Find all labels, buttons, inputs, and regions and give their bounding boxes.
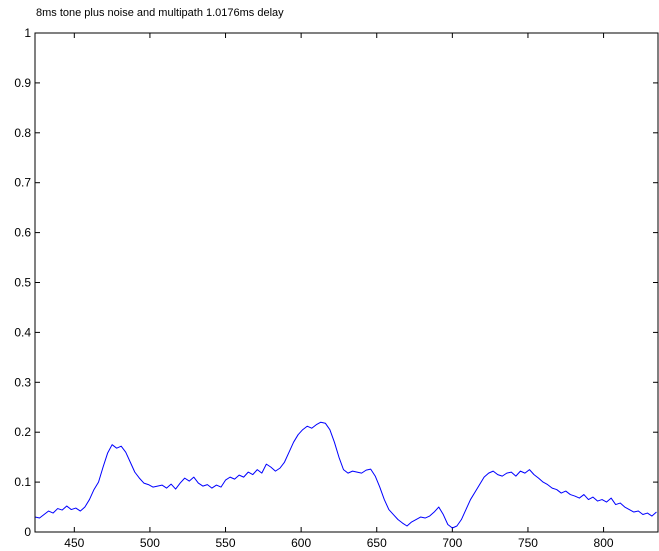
chart-title: 8ms tone plus noise and multipath 1.0176… bbox=[36, 7, 284, 19]
y-tick-label: 1 bbox=[24, 26, 31, 40]
x-tick-label: 800 bbox=[594, 536, 614, 550]
y-axis-ticks: 0 0.1 0.2 0.3 0.4 0.5 0.6 0.7 0.8 0.9 1 bbox=[14, 26, 658, 539]
plot-series bbox=[34, 421, 657, 529]
x-tick-label: 700 bbox=[442, 536, 462, 550]
x-tick-label: 600 bbox=[291, 536, 311, 550]
x-tick-label: 450 bbox=[64, 536, 84, 550]
axes-box bbox=[34, 32, 659, 533]
x-tick-label: 750 bbox=[518, 536, 538, 550]
series-line bbox=[34, 421, 657, 529]
y-tick-label: 0.2 bbox=[14, 425, 31, 439]
y-tick-label: 0.9 bbox=[14, 76, 31, 90]
x-tick-label: 550 bbox=[216, 536, 236, 550]
y-tick-label: 0.3 bbox=[14, 375, 31, 389]
y-tick-label: 0.6 bbox=[14, 226, 31, 240]
y-tick-label: 0.1 bbox=[14, 475, 31, 489]
y-tick-label: 0.8 bbox=[14, 126, 31, 140]
y-tick-label: 0.7 bbox=[14, 176, 31, 190]
x-tick-label: 650 bbox=[367, 536, 387, 550]
y-tick-label: 0 bbox=[24, 525, 31, 539]
y-tick-label: 0.4 bbox=[14, 325, 31, 339]
y-tick-label: 0.5 bbox=[14, 276, 31, 290]
x-tick-label: 500 bbox=[140, 536, 160, 550]
x-axis-ticks: 450 500 550 600 650 700 750 800 bbox=[64, 33, 614, 550]
